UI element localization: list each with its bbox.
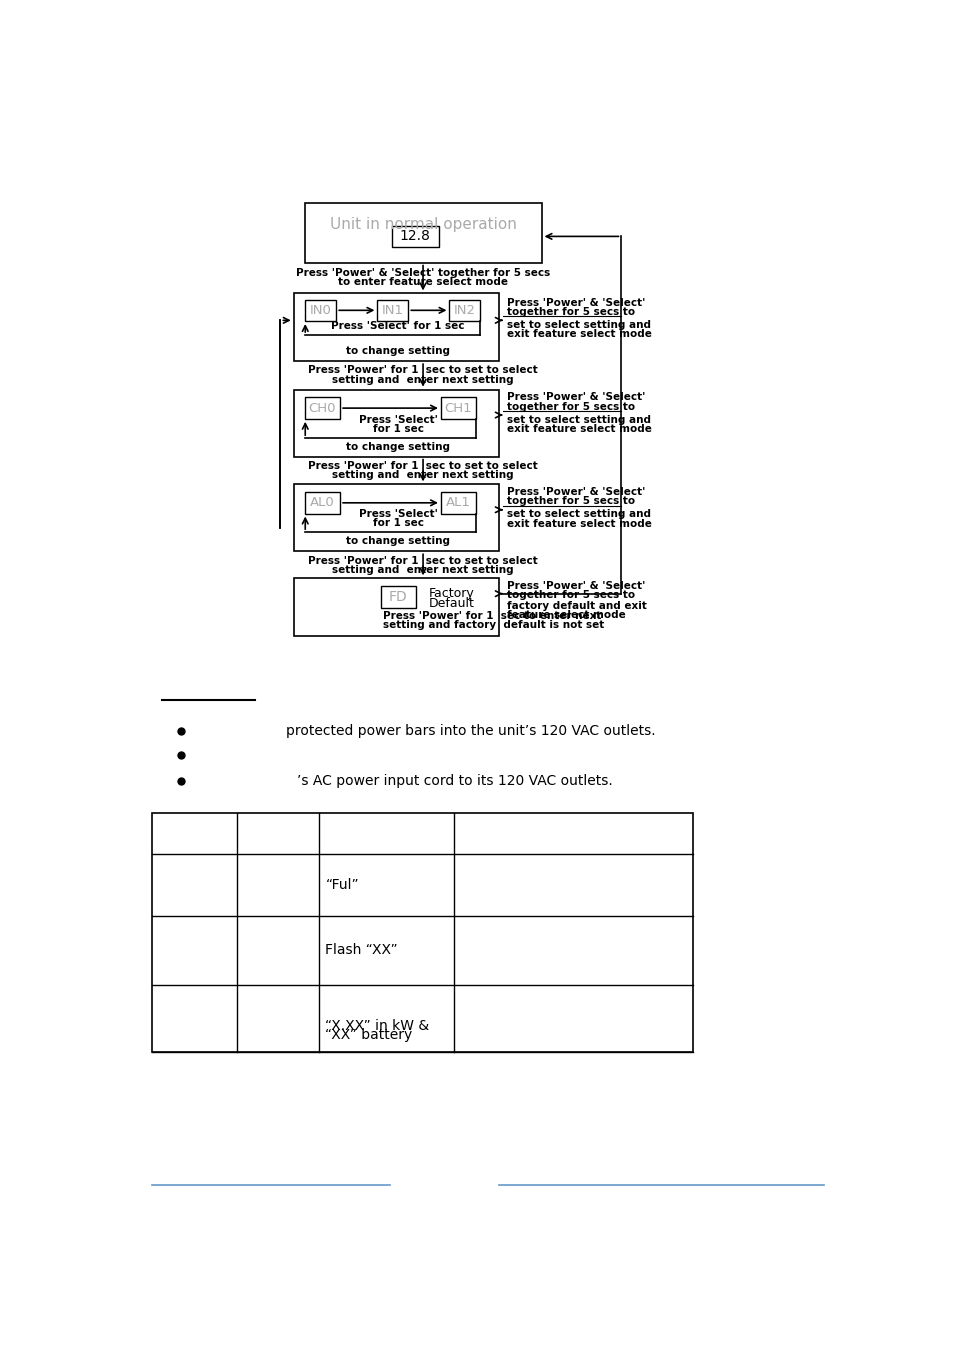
- Text: feature select mode: feature select mode: [506, 611, 625, 620]
- Text: ’s AC power input cord to its 120 VAC outlets.: ’s AC power input cord to its 120 VAC ou…: [297, 773, 613, 788]
- Text: AL1: AL1: [445, 497, 470, 509]
- Text: Press 'Power' for 1  sec to set to select: Press 'Power' for 1 sec to set to select: [308, 366, 537, 375]
- Text: FD: FD: [389, 590, 407, 604]
- Text: together for 5 secs to: together for 5 secs to: [506, 402, 634, 412]
- Text: Factory: Factory: [429, 588, 475, 600]
- Text: exit feature select mode: exit feature select mode: [506, 424, 651, 433]
- Text: Press 'Select': Press 'Select': [358, 509, 437, 519]
- Bar: [294, 578, 498, 636]
- Text: Press 'Power' for 1  sec to enter next: Press 'Power' for 1 sec to enter next: [382, 611, 600, 621]
- Text: “XX” battery: “XX” battery: [325, 1028, 413, 1043]
- Text: setting and  enter next setting: setting and enter next setting: [332, 565, 514, 575]
- Text: Press 'Power' for 1  sec to set to select: Press 'Power' for 1 sec to set to select: [308, 460, 537, 471]
- Text: Press 'Power' & 'Select' together for 5 secs: Press 'Power' & 'Select' together for 5 …: [296, 268, 550, 278]
- Text: CH0: CH0: [308, 402, 335, 414]
- Bar: [381, 586, 416, 608]
- Bar: [305, 492, 340, 513]
- Bar: [152, 814, 692, 1052]
- Text: setting and  enter next setting: setting and enter next setting: [332, 470, 514, 481]
- Bar: [305, 397, 340, 418]
- Bar: [392, 226, 438, 248]
- Text: IN2: IN2: [454, 303, 476, 317]
- Bar: [294, 390, 498, 456]
- Text: Press 'Select' for 1 sec: Press 'Select' for 1 sec: [331, 321, 464, 332]
- Bar: [440, 397, 476, 418]
- Text: setting and factory  default is not set: setting and factory default is not set: [382, 620, 603, 630]
- Text: 12.8: 12.8: [399, 229, 431, 244]
- Bar: [305, 203, 541, 263]
- Text: for 1 sec: for 1 sec: [373, 517, 423, 528]
- Bar: [294, 485, 498, 551]
- Text: Press 'Power' for 1  sec to set to select: Press 'Power' for 1 sec to set to select: [308, 555, 537, 566]
- Text: to change setting: to change setting: [346, 443, 450, 452]
- Text: IN1: IN1: [381, 303, 403, 317]
- Text: exit feature select mode: exit feature select mode: [506, 519, 651, 528]
- Bar: [449, 299, 480, 321]
- Text: together for 5 secs to: together for 5 secs to: [506, 590, 634, 600]
- Text: together for 5 secs to: together for 5 secs to: [506, 307, 634, 317]
- Text: CH1: CH1: [444, 402, 471, 414]
- Text: Press 'Power' & 'Select': Press 'Power' & 'Select': [506, 487, 644, 497]
- Text: “X.XX” in kW &: “X.XX” in kW &: [325, 1020, 429, 1033]
- Bar: [294, 294, 498, 362]
- Text: Flash “XX”: Flash “XX”: [325, 944, 397, 957]
- Text: together for 5 secs to: together for 5 secs to: [506, 497, 634, 506]
- Text: “Ful”: “Ful”: [325, 877, 358, 892]
- Text: to enter feature select mode: to enter feature select mode: [338, 276, 508, 287]
- Bar: [377, 299, 408, 321]
- Text: to change setting: to change setting: [346, 347, 450, 356]
- Text: set to select setting and: set to select setting and: [506, 414, 650, 425]
- Text: for 1 sec: for 1 sec: [373, 424, 423, 433]
- Text: protected power bars into the unit’s 120 VAC outlets.: protected power bars into the unit’s 120…: [286, 724, 655, 738]
- Text: Press 'Select': Press 'Select': [358, 414, 437, 425]
- Text: Unit in normal operation: Unit in normal operation: [330, 217, 517, 232]
- Text: set to select setting and: set to select setting and: [506, 509, 650, 520]
- Text: to change setting: to change setting: [346, 536, 450, 546]
- Text: exit feature select mode: exit feature select mode: [506, 329, 651, 340]
- Text: Press 'Power' & 'Select': Press 'Power' & 'Select': [506, 298, 644, 307]
- Text: AL0: AL0: [310, 497, 335, 509]
- Text: IN0: IN0: [310, 303, 332, 317]
- Text: factory default and exit: factory default and exit: [506, 601, 646, 611]
- Text: Press 'Power' & 'Select': Press 'Power' & 'Select': [506, 581, 644, 590]
- Bar: [305, 299, 335, 321]
- Bar: [440, 492, 476, 513]
- Text: setting and  enter next setting: setting and enter next setting: [332, 375, 514, 385]
- Text: Press 'Power' & 'Select': Press 'Power' & 'Select': [506, 393, 644, 402]
- Text: Default: Default: [429, 597, 475, 611]
- Text: set to select setting and: set to select setting and: [506, 320, 650, 330]
